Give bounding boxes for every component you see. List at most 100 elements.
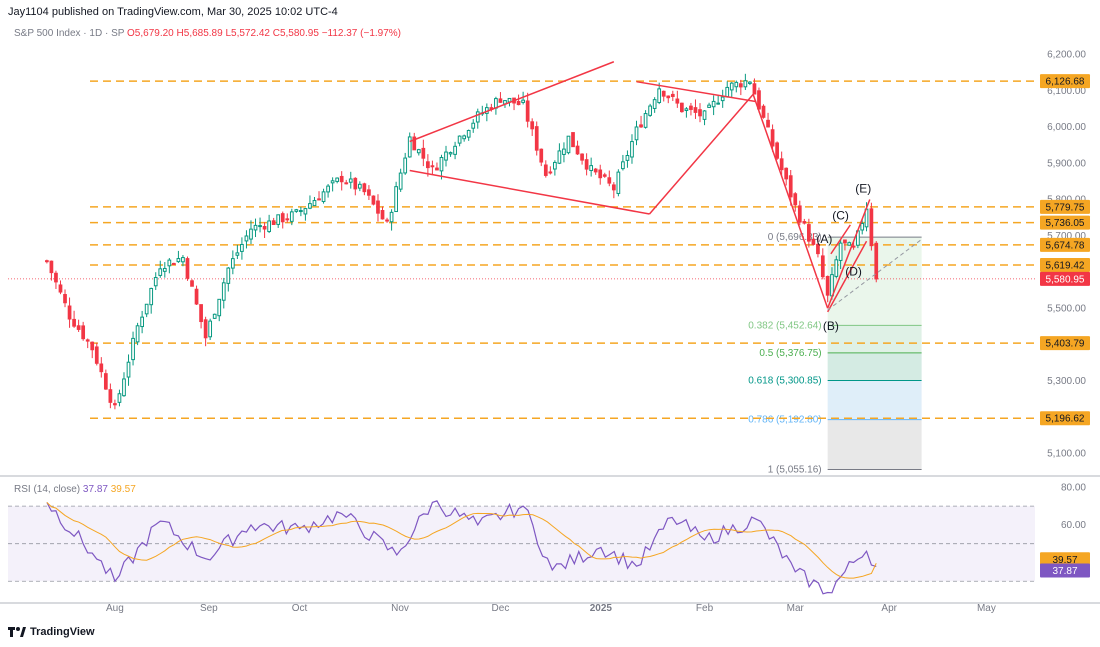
candle-body xyxy=(230,258,235,269)
candle-body xyxy=(262,226,267,230)
rsi-tag: 37.87 xyxy=(1052,566,1077,577)
trend-line xyxy=(636,80,757,103)
support-level-tag: 5,196.62 xyxy=(1046,414,1085,425)
candle-body xyxy=(194,288,199,305)
candle-body xyxy=(580,153,584,161)
candle-body xyxy=(226,267,231,284)
candle-body xyxy=(367,189,371,196)
candle-body xyxy=(412,136,417,151)
wave-label: (C) xyxy=(832,208,849,222)
candle-body xyxy=(748,81,752,84)
current-price-tag: 5,580.95 xyxy=(1046,274,1085,285)
candle-body xyxy=(851,245,856,248)
time-axis-tick: Sep xyxy=(200,603,218,614)
fib-level-label: 0.786 (5,192.80) xyxy=(748,415,821,426)
candle-body xyxy=(860,223,865,231)
candle-body xyxy=(240,243,244,252)
candle-body xyxy=(258,225,262,228)
candle-body xyxy=(589,165,594,172)
candle-body xyxy=(212,313,217,319)
candle-body xyxy=(280,213,285,223)
fib-zone xyxy=(827,419,922,470)
candle-body xyxy=(825,275,830,296)
candle-body xyxy=(874,242,879,280)
change-value: −112.37 (−1.97%) xyxy=(321,28,402,39)
candle-body xyxy=(539,148,544,163)
wave-label: (B) xyxy=(823,319,839,333)
candle-body xyxy=(317,198,321,201)
candle-body xyxy=(253,224,258,231)
support-level-tag-bg xyxy=(1040,74,1090,89)
candle-body xyxy=(203,319,208,339)
candle-body xyxy=(807,224,811,242)
candle-body xyxy=(221,282,226,301)
support-level-tag: 5,674.78 xyxy=(1046,240,1085,251)
candle-body xyxy=(126,361,131,378)
support-level-tag-bg xyxy=(1040,257,1090,272)
candle-body xyxy=(357,183,362,189)
candle-body xyxy=(103,373,108,390)
candle-body xyxy=(426,161,430,169)
candle-body xyxy=(353,177,358,190)
candle-body xyxy=(729,82,734,91)
candle-body xyxy=(566,135,571,154)
candle-body xyxy=(117,393,122,403)
candle-body xyxy=(689,105,693,110)
candle-body xyxy=(702,110,707,120)
trend-line xyxy=(826,240,868,313)
candle-body xyxy=(398,172,403,190)
candle-body xyxy=(181,257,185,263)
candle-body xyxy=(543,164,548,176)
rsi-ma-tag-bg xyxy=(1040,552,1090,567)
candle-body xyxy=(648,105,652,116)
candle-body xyxy=(85,339,90,342)
candle-body xyxy=(598,169,603,179)
candle-body xyxy=(838,242,843,261)
publisher-header: Jay1104 published on TradingView.com, Ma… xyxy=(8,6,338,18)
price-axis-tick: 5,500.00 xyxy=(1047,303,1086,314)
candle-body xyxy=(54,272,58,283)
candle-body xyxy=(389,211,394,223)
candle-body xyxy=(466,129,471,138)
candle-body xyxy=(707,104,711,108)
candle-body xyxy=(869,208,874,247)
tradingview-logo: TradingView xyxy=(8,626,95,638)
support-level-tag-bg xyxy=(1040,411,1090,426)
candle-body xyxy=(680,102,684,113)
candle-body xyxy=(276,214,281,225)
price-axis-tick: 5,900.00 xyxy=(1047,158,1086,169)
candle-body xyxy=(249,228,253,240)
candle-body xyxy=(521,99,525,103)
candle-body xyxy=(779,158,784,171)
rsi-name: RSI (14, close) xyxy=(14,484,81,495)
time-axis-tick: Apr xyxy=(881,603,897,614)
support-level-tag: 5,736.05 xyxy=(1046,218,1085,229)
candle-body xyxy=(140,316,144,328)
candle-body xyxy=(49,260,54,274)
candle-body xyxy=(144,303,149,315)
candle-body xyxy=(770,129,775,147)
candle-body xyxy=(661,90,666,97)
candle-body xyxy=(113,403,117,406)
open-value: O5,679.20 xyxy=(127,28,174,39)
rsi-ma-tag: 39.57 xyxy=(1052,555,1077,566)
support-level-tag-bg xyxy=(1040,215,1090,230)
candle-body xyxy=(666,95,671,99)
fib-level-label: 1 (5,055.16) xyxy=(768,465,822,476)
candle-body xyxy=(172,262,176,265)
candle-body xyxy=(185,258,190,279)
candle-body xyxy=(743,80,748,88)
rsi-tag-bg xyxy=(1040,563,1090,578)
candle-body xyxy=(45,260,49,263)
candle-body xyxy=(421,147,426,159)
candle-body xyxy=(562,148,566,155)
candle-body xyxy=(611,184,616,191)
trend-line xyxy=(409,61,615,143)
candle-body xyxy=(122,378,126,397)
candle-body xyxy=(208,320,213,338)
candle-body xyxy=(244,235,249,242)
candle-body xyxy=(516,101,521,106)
candle-body xyxy=(435,167,439,171)
support-level-tag-bg xyxy=(1040,237,1090,252)
